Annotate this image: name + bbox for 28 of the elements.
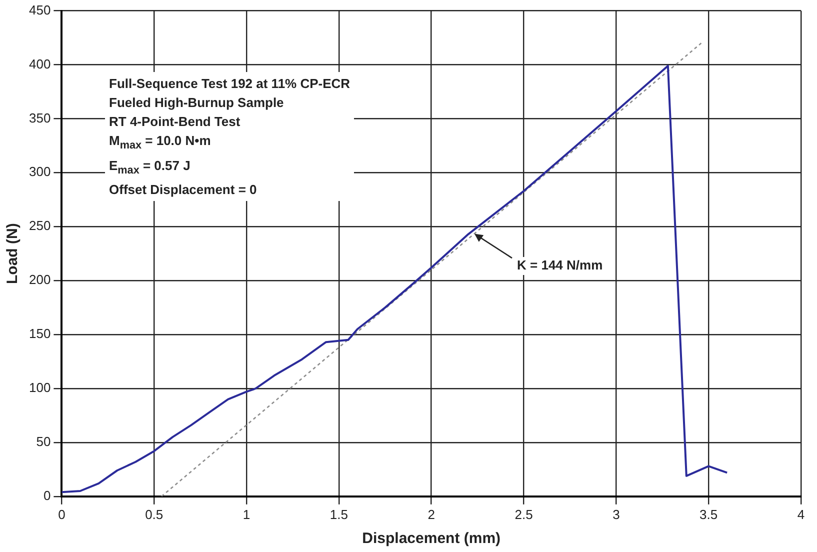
y-tick-label: 450 — [28, 2, 51, 18]
y-tick-label: 400 — [28, 56, 51, 72]
y-tick-label: 150 — [28, 326, 51, 342]
annotation: E$_{max}$ = 0.57 J — [109, 156, 192, 178]
x-axis-title: Displacement (mm) — [362, 530, 501, 548]
x-tick-label: 3 — [612, 506, 620, 522]
annotation: Full-Sequence Test 192 at 11% CP-ECR — [109, 75, 350, 93]
annotation: K = 144 N/mm — [517, 258, 603, 273]
x-tick-label: 3.5 — [700, 506, 718, 522]
annotation: RT 4-Point-Bend Test — [109, 113, 242, 131]
x-tick-label: 2.5 — [514, 506, 533, 522]
annotation: Offset Displacement = 0 — [109, 181, 258, 200]
x-tick-label: 2 — [428, 506, 435, 522]
x-tick-label: 0.5 — [145, 506, 164, 522]
y-tick-label: 50 — [36, 434, 51, 450]
x-tick-label: 0 — [58, 506, 66, 522]
y-tick-label: 200 — [28, 272, 51, 288]
y-tick-label: 0 — [43, 488, 51, 503]
x-tick-label: 1 — [242, 506, 250, 522]
x-tick-label: 4 — [797, 506, 805, 522]
annotation: Fueled High-Burnup Sample — [109, 94, 285, 112]
y-tick-label: 300 — [28, 164, 51, 180]
annotation: M$_{max}$ = 10.0 N•m — [109, 132, 212, 154]
y-tick-label: 350 — [28, 110, 51, 126]
y-tick-label: 250 — [28, 218, 51, 234]
y-tick-label: 100 — [28, 380, 51, 396]
x-tick-label: 1.5 — [330, 506, 348, 522]
y-axis-title: Load (N) — [4, 223, 22, 284]
